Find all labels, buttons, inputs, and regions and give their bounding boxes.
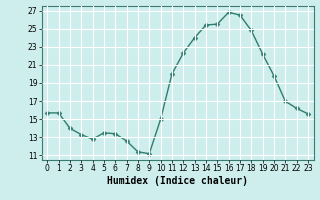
X-axis label: Humidex (Indice chaleur): Humidex (Indice chaleur) [107, 176, 248, 186]
